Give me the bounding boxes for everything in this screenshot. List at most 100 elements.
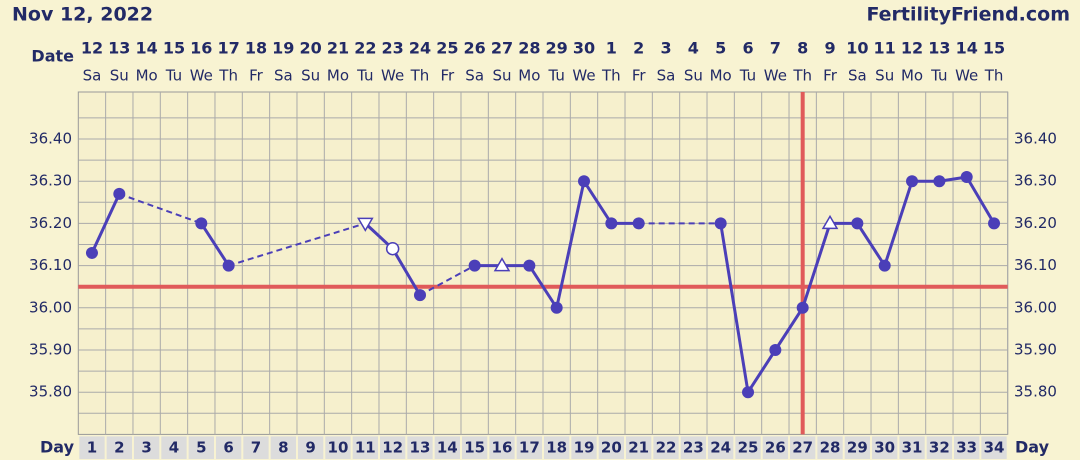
day-cell [461, 436, 488, 459]
y-tick-label: 36.00 [29, 298, 72, 316]
day-number: 13 [410, 439, 431, 457]
weekday-label: Sa [465, 67, 484, 85]
date-label: 26 [464, 39, 486, 58]
y-tick-label-right: 35.90 [1014, 341, 1057, 359]
day-cell [379, 436, 406, 459]
day-number: 9 [305, 439, 315, 457]
day-cell [407, 436, 433, 459]
temperature-point [632, 217, 645, 230]
day-cell [735, 436, 761, 459]
day-cell [79, 436, 105, 459]
temperature-point [413, 289, 426, 302]
day-label-right: Day [1015, 438, 1050, 457]
date-label: 17 [218, 39, 240, 58]
date-label: Date [31, 47, 74, 66]
weekday-label: Fr [440, 67, 455, 85]
date-label: 1 [606, 39, 617, 58]
temperature-point [906, 175, 919, 188]
day-number: 4 [169, 439, 179, 457]
day-cell [926, 436, 953, 459]
weekday-label: We [955, 67, 978, 85]
temperature-point [523, 259, 536, 272]
day-number: 17 [519, 439, 540, 457]
day-number: 15 [464, 439, 485, 457]
day-cell [708, 436, 734, 459]
day-cell [817, 436, 843, 459]
day-cell [790, 436, 816, 459]
date-label: 16 [190, 39, 212, 58]
day-cell [981, 436, 1007, 459]
gap-connector [419, 264, 476, 297]
day-cell [954, 436, 980, 459]
weekday-label: We [381, 67, 404, 85]
date-label: 12 [901, 39, 923, 58]
day-cell [598, 436, 625, 459]
day-cell [680, 436, 707, 459]
y-tick-label-right: 36.40 [1014, 130, 1057, 148]
day-number: 32 [929, 439, 950, 457]
weekday-label: Th [792, 67, 812, 85]
weekday-label: Su [492, 67, 511, 85]
temperature-point [878, 259, 891, 272]
day-number: 28 [820, 439, 841, 457]
date-label: 14 [956, 39, 978, 58]
date-label: 15 [163, 39, 185, 58]
day-number: 1 [87, 439, 97, 457]
day-number: 34 [984, 439, 1005, 457]
gap-connector [228, 222, 366, 267]
temperature-point-triangle-up [493, 257, 511, 272]
temperature-point [933, 175, 946, 188]
weekday-label: Tu [356, 67, 373, 85]
date-label: 2 [633, 39, 644, 58]
day-number: 26 [765, 439, 786, 457]
day-cell [161, 436, 187, 459]
weekday-label: Mo [327, 67, 349, 85]
temperature-point [468, 259, 481, 272]
weekday-label: Sa [274, 67, 293, 85]
day-cell [270, 436, 296, 459]
weekday-label: Th [410, 67, 430, 85]
weekday-label: Tu [547, 67, 564, 85]
day-cell [872, 436, 898, 459]
day-number: 2 [114, 439, 124, 457]
date-label: 27 [491, 39, 513, 58]
day-cell [106, 436, 132, 459]
temperature-point [605, 217, 618, 230]
weekday-label: We [190, 67, 213, 85]
temperature-point-triangle-up [821, 214, 839, 230]
weekday-label: Fr [249, 67, 264, 85]
date-label: 24 [409, 39, 431, 58]
weekday-label: Sa [657, 67, 676, 85]
y-tick-label: 36.30 [29, 172, 72, 190]
weekday-label: Th [218, 67, 238, 85]
day-cell [899, 436, 925, 459]
weekday-label: Su [875, 67, 894, 85]
date-label: 4 [688, 39, 699, 58]
date-label: 25 [436, 39, 458, 58]
day-cell [762, 436, 789, 459]
temperature-point [195, 217, 208, 230]
weekday-label: Su [110, 67, 129, 85]
day-cell [352, 436, 378, 459]
day-number: 11 [355, 439, 376, 457]
day-cell [188, 436, 214, 459]
y-tick-label: 35.90 [29, 341, 72, 359]
day-number: 12 [382, 439, 403, 457]
temperature-point [988, 217, 1001, 230]
day-number: 22 [656, 439, 677, 457]
y-tick-label-right: 36.00 [1014, 298, 1057, 316]
chart-date: Nov 12, 2022 [12, 4, 153, 26]
day-cell [297, 436, 324, 459]
date-label: 8 [797, 39, 808, 58]
date-label: 10 [846, 39, 868, 58]
temperature-point [796, 301, 809, 314]
day-cell [434, 436, 460, 459]
date-label: 21 [327, 39, 349, 58]
temperature-point [742, 386, 755, 399]
date-label: 9 [824, 39, 835, 58]
temperature-point [550, 301, 563, 314]
day-cell [133, 436, 160, 459]
day-number: 7 [251, 439, 261, 457]
weekday-label: Fr [823, 67, 838, 85]
